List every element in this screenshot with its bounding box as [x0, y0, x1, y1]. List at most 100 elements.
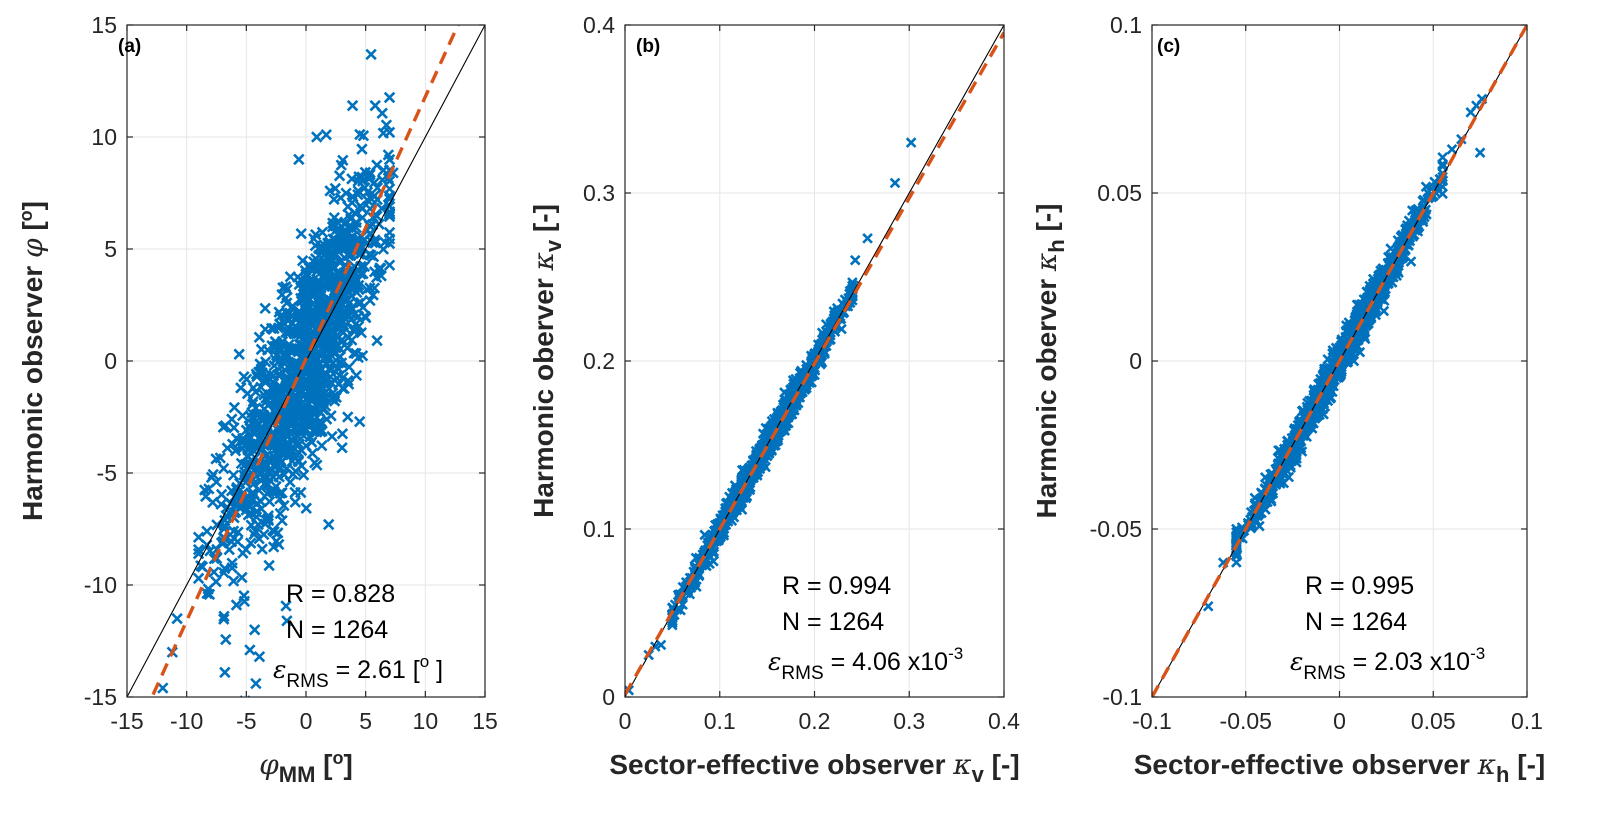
data-point — [355, 296, 367, 309]
data-point — [274, 493, 286, 505]
data-point — [244, 422, 256, 435]
data-point — [289, 360, 302, 373]
data-point — [268, 341, 280, 354]
data-point — [375, 270, 387, 282]
data-point — [325, 393, 338, 405]
x-tick-label: 0.4 — [988, 708, 1020, 734]
data-point — [249, 525, 262, 537]
data-point — [671, 604, 683, 615]
data-point — [293, 278, 305, 291]
data-point — [276, 514, 288, 527]
data-point — [280, 307, 293, 319]
x-tick-label: 0.3 — [893, 708, 925, 734]
data-point — [287, 412, 299, 425]
data-point — [1285, 438, 1297, 450]
data-point — [306, 436, 318, 448]
data-point — [343, 361, 355, 373]
data-point — [293, 153, 305, 166]
data-point — [314, 382, 327, 395]
data-point — [333, 170, 346, 182]
data-point — [235, 382, 247, 394]
data-point — [350, 216, 362, 229]
data-point — [704, 558, 715, 570]
data-point — [364, 282, 376, 294]
data-point — [230, 599, 243, 611]
data-point — [257, 471, 269, 483]
data-point — [276, 366, 289, 378]
y-tick-label: 0.1 — [583, 516, 615, 542]
data-point — [849, 254, 861, 266]
fit-line — [625, 31, 1004, 696]
panel-2: -0.1 -0.05 0 0.05 0.1 -0.1 -0.05 0 0.05 0.1 (c) R =… — [1030, 12, 1545, 787]
data-point — [228, 422, 240, 434]
data-point — [312, 304, 325, 316]
data-point — [218, 566, 230, 579]
data-point — [274, 310, 286, 323]
data-point — [328, 211, 341, 224]
data-point — [365, 249, 377, 262]
data-point — [157, 682, 169, 694]
data-point — [889, 177, 901, 189]
data-point — [1398, 236, 1410, 248]
data-point — [1367, 273, 1379, 285]
y-tick-label: -10 — [84, 572, 117, 598]
y-tick-label: 0 — [602, 684, 615, 710]
data-point — [328, 233, 341, 245]
data-point — [273, 344, 286, 357]
data-point — [258, 375, 270, 387]
data-point — [358, 260, 371, 273]
data-point — [326, 430, 338, 443]
fit-line — [1152, 25, 1527, 697]
data-point — [249, 402, 262, 414]
data-point — [219, 666, 231, 679]
data-point — [379, 236, 391, 248]
data-point — [364, 294, 376, 307]
data-point — [356, 171, 368, 183]
data-point — [253, 532, 265, 545]
y-tick-label: -5 — [97, 460, 117, 486]
x-tick-label: -0.1 — [1132, 708, 1172, 734]
data-point — [233, 348, 245, 360]
x-tick-label: 0 — [619, 708, 632, 734]
data-point — [207, 468, 219, 481]
data-points — [157, 48, 399, 697]
data-point — [278, 499, 290, 512]
data-point — [306, 379, 319, 392]
data-point — [220, 633, 232, 646]
data-point — [383, 259, 396, 271]
data-point — [353, 415, 366, 428]
data-point — [322, 518, 335, 531]
panel-label: (c) — [1157, 36, 1180, 57]
data-point — [348, 323, 361, 335]
data-point — [298, 321, 310, 334]
data-point — [324, 315, 337, 327]
x-tick-label: 0.2 — [799, 708, 831, 734]
data-point — [655, 639, 667, 651]
data-point — [365, 48, 377, 61]
data-point — [278, 443, 291, 456]
data-point — [1294, 444, 1305, 455]
data-point — [303, 260, 315, 272]
plot-content — [127, 25, 485, 697]
data-point — [750, 445, 762, 457]
y-tick-label: 0.1 — [1110, 12, 1142, 38]
data-point — [368, 176, 381, 189]
data-point — [253, 331, 266, 343]
x-tick-label: 0.05 — [1411, 708, 1456, 734]
plot-content — [625, 25, 1004, 697]
data-point — [289, 486, 301, 499]
data-point — [715, 531, 727, 542]
data-point — [300, 267, 313, 280]
data-point — [1343, 317, 1355, 328]
data-point — [245, 519, 258, 531]
y-axis-label: Harmonic oberver κh [-] — [1030, 203, 1069, 518]
data-point — [337, 154, 349, 167]
data-point — [238, 589, 250, 602]
data-point — [286, 317, 299, 329]
data-point — [383, 175, 396, 187]
data-point — [281, 615, 293, 627]
data-point — [862, 233, 873, 244]
data-point — [332, 378, 345, 390]
data-point — [199, 490, 212, 503]
data-point — [337, 326, 350, 339]
